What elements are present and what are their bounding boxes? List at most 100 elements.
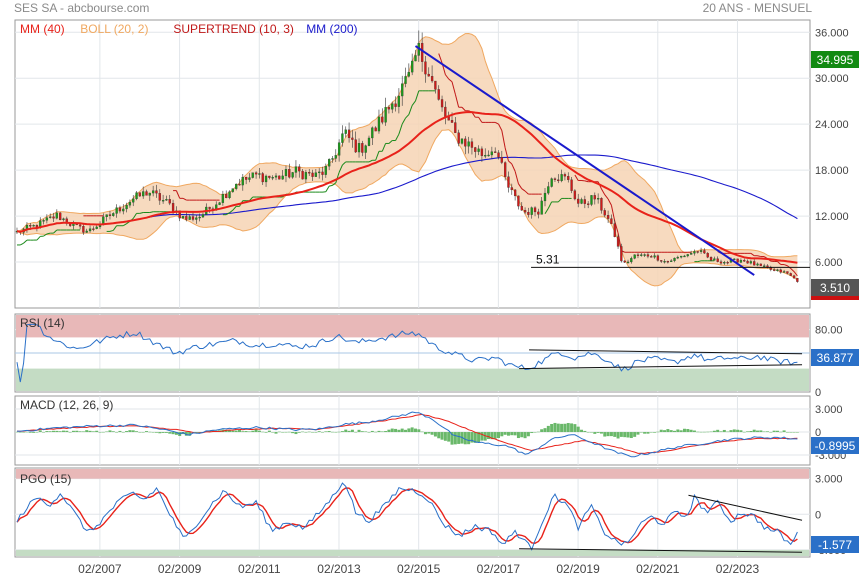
macd-histogram-bar bbox=[344, 429, 348, 433]
supertrend-segment bbox=[454, 94, 460, 108]
price-panel-y-tick-label: 30.000 bbox=[815, 73, 849, 85]
pgo-value-tag-text: -1.577 bbox=[818, 538, 852, 552]
candle-body bbox=[713, 258, 716, 261]
candle-body bbox=[241, 176, 244, 186]
candle-body bbox=[772, 269, 776, 271]
rsi-oversold-zone bbox=[16, 368, 809, 391]
candle-body bbox=[115, 207, 118, 214]
candle-body bbox=[540, 200, 543, 215]
candle-body bbox=[683, 255, 686, 258]
rsi-value-tag-text: 36.877 bbox=[817, 351, 854, 365]
candle-body bbox=[756, 263, 759, 266]
supertrend-segment bbox=[36, 236, 41, 241]
x-tick-label: 02/2015 bbox=[397, 562, 441, 576]
candle-body bbox=[703, 250, 706, 254]
candle-body bbox=[387, 107, 391, 110]
candle-body bbox=[49, 216, 52, 218]
supertrend-segment bbox=[448, 78, 453, 83]
macd-histogram-bar bbox=[516, 432, 520, 439]
macd-histogram-bar bbox=[692, 430, 696, 433]
supertrend-segment bbox=[777, 261, 782, 265]
candle-body bbox=[593, 195, 596, 200]
supertrend-segment bbox=[544, 208, 549, 215]
candle-body bbox=[258, 173, 261, 175]
candle-body bbox=[391, 103, 394, 110]
candle-body bbox=[693, 251, 696, 254]
macd-histogram-bar bbox=[45, 431, 49, 433]
supertrend-segment bbox=[20, 242, 24, 246]
candle-body bbox=[55, 212, 58, 219]
candle-body bbox=[749, 261, 753, 264]
supertrend-segment bbox=[53, 229, 58, 234]
macd-value-tag-text: -0.8995 bbox=[815, 439, 856, 453]
macd-histogram-bar bbox=[25, 431, 29, 433]
macd-histogram-bar bbox=[151, 432, 155, 433]
macd-histogram-bar bbox=[580, 429, 584, 433]
candle-body bbox=[746, 260, 749, 264]
macd-histogram-bar bbox=[247, 431, 251, 433]
candle-body bbox=[792, 275, 796, 279]
candle-body bbox=[225, 194, 228, 199]
macd-histogram-bar bbox=[769, 431, 773, 433]
candle-body bbox=[351, 137, 354, 140]
macd-histogram-bar bbox=[636, 432, 640, 435]
macd-histogram-bar bbox=[321, 432, 325, 433]
candle-body bbox=[281, 175, 284, 180]
pgo-overbought-zone bbox=[16, 469, 809, 479]
macd-histogram-bar bbox=[105, 431, 109, 433]
candle-body bbox=[530, 207, 533, 215]
candle-body bbox=[105, 214, 108, 218]
candle-body bbox=[666, 261, 670, 263]
candle-body bbox=[122, 208, 125, 212]
macd-histogram-bar bbox=[673, 430, 677, 433]
macd-histogram-bar bbox=[792, 432, 796, 433]
candle-body bbox=[85, 230, 88, 233]
macd-label: MACD (12, 26, 9) bbox=[20, 398, 113, 412]
macd-histogram-bar bbox=[327, 431, 331, 433]
macd-histogram-bar bbox=[410, 427, 414, 433]
period-label: 20 ANS - MENSUEL bbox=[702, 1, 812, 15]
candle-body bbox=[517, 195, 520, 207]
macd-histogram-bar bbox=[58, 431, 62, 433]
legend-item: MM (40) bbox=[20, 22, 65, 36]
candle-body bbox=[248, 177, 251, 180]
macd-histogram-bar bbox=[795, 432, 799, 433]
macd-histogram-bar bbox=[589, 432, 593, 433]
macd-histogram-bar bbox=[736, 429, 740, 433]
macd-histogram-bar bbox=[503, 432, 507, 435]
candle-body bbox=[411, 60, 414, 73]
macd-histogram-bar bbox=[377, 430, 381, 433]
candle-body bbox=[709, 257, 713, 261]
candle-body bbox=[587, 203, 590, 205]
legend-item: BOLL (20, 2) bbox=[80, 22, 148, 36]
supertrend-segment bbox=[335, 172, 340, 183]
macd-histogram-bar bbox=[350, 429, 354, 433]
macd-histogram-bar bbox=[32, 432, 36, 433]
candle-body bbox=[769, 267, 772, 270]
macd-histogram-bar bbox=[603, 432, 607, 437]
macd-histogram-bar bbox=[55, 430, 59, 433]
supertrend-segment bbox=[122, 223, 127, 227]
supertrend-segment bbox=[232, 206, 237, 211]
supertrend-segment bbox=[368, 159, 373, 163]
candle-body bbox=[739, 260, 743, 263]
last-close-tag-text: 3.510 bbox=[820, 281, 850, 295]
macd-histogram-bar bbox=[101, 431, 105, 433]
candle-body bbox=[467, 141, 470, 147]
legend-item: SUPERTREND (10, 3) bbox=[173, 22, 293, 36]
candle-body bbox=[474, 147, 477, 152]
supertrend-segment bbox=[501, 130, 506, 148]
supertrend-segment bbox=[478, 116, 483, 123]
candle-body bbox=[430, 76, 434, 82]
candle-body bbox=[151, 190, 155, 194]
pgo-oversold-zone bbox=[16, 549, 809, 556]
candle-body bbox=[782, 271, 786, 273]
macd-histogram-bar bbox=[417, 429, 421, 433]
supertrend-segment bbox=[438, 53, 443, 64]
supertrend-segment bbox=[139, 212, 144, 214]
candle-body bbox=[261, 173, 264, 183]
macd-histogram-bar bbox=[696, 431, 700, 433]
candle-body bbox=[178, 210, 181, 219]
candle-body bbox=[513, 189, 517, 197]
macd-histogram-bar bbox=[311, 432, 315, 433]
